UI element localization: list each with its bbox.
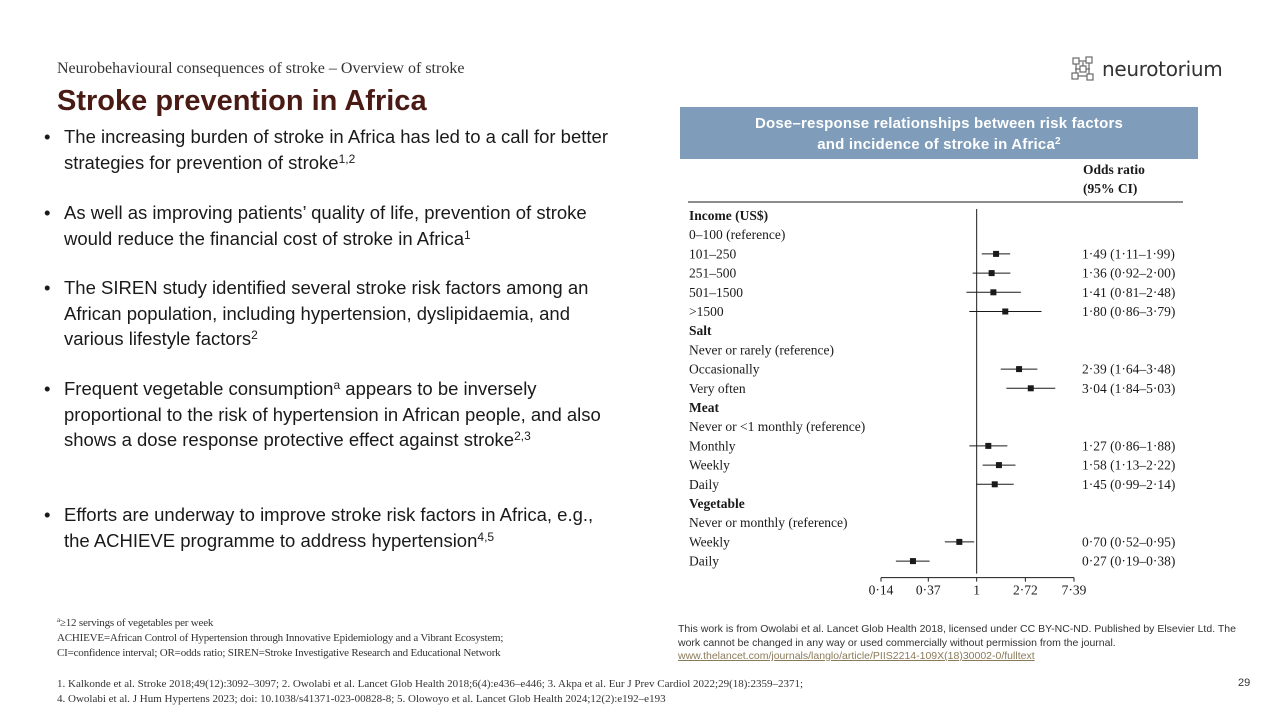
bullet-item: The increasing burden of stroke in Afric… xyxy=(44,124,624,175)
citation-sup: 1,2 xyxy=(338,151,356,166)
estimate-point xyxy=(993,250,1000,257)
x-tick-label: 1 xyxy=(973,583,980,598)
figure-header-text: and incidence of stroke in Africa xyxy=(817,136,1055,153)
estimate-point xyxy=(995,462,1002,469)
or-value-label: 3·04 (1·84–5·03) xyxy=(1082,381,1175,396)
x-tick-label: 0·37 xyxy=(916,583,941,598)
x-tick-label: 7·39 xyxy=(1062,583,1087,598)
row-label: 0–100 (reference) xyxy=(689,227,785,242)
figure-header: Dose–response relationships between risk… xyxy=(680,107,1198,159)
estimate-point xyxy=(909,558,916,565)
row-label: 101–250 xyxy=(689,246,737,261)
estimate-point xyxy=(1002,308,1009,315)
bullet-text: As well as improving patients’ quality o… xyxy=(64,202,587,249)
citation-sup: 2,3 xyxy=(514,429,531,443)
bullet-item: Efforts are underway to improve stroke r… xyxy=(44,502,624,553)
row-label: Daily xyxy=(689,477,719,492)
figure-header-line: and incidence of stroke in Africa2 xyxy=(680,134,1198,155)
brand-logo: neurotorium xyxy=(1070,54,1223,84)
bullet-item: The SIREN study identified several strok… xyxy=(44,275,624,352)
row-label: 501–1500 xyxy=(689,285,743,300)
footnote-mark: a xyxy=(57,616,60,624)
group-label: Meat xyxy=(689,400,719,415)
estimate-point xyxy=(1016,366,1023,373)
row-label: Occasionally xyxy=(689,362,760,377)
group-label: Salt xyxy=(689,323,712,338)
abbreviations-line: ACHIEVE=African Control of Hypertension … xyxy=(57,632,504,644)
row-label: Weekly xyxy=(689,534,730,549)
footnote-a: a≥12 servings of vegetables per week xyxy=(57,616,637,631)
or-value-label: 2·39 (1·64–3·48) xyxy=(1082,362,1175,377)
row-label: 251–500 xyxy=(689,266,737,281)
citation-sup: 4,5 xyxy=(477,529,495,544)
estimate-point xyxy=(985,442,992,449)
forest-plot: Odds ratio (95% CI) Income (US$) 0–100 (r… xyxy=(680,159,1200,624)
row-label: Weekly xyxy=(689,458,730,473)
or-value-label: 1·45 (0·99–2·14) xyxy=(1082,477,1175,492)
abbreviations-line: CI=confidence interval; OR=odds ratio; S… xyxy=(57,647,501,659)
row-label: Very often xyxy=(689,381,746,396)
logo-wordmark: neurotorium xyxy=(1102,57,1223,81)
bullet-text: Frequent vegetable consumption xyxy=(64,378,334,399)
group-label: Vegetable xyxy=(689,496,745,511)
or-value-label: 1·49 (1·11–1·99) xyxy=(1082,246,1175,261)
deck-subtitle: Neurobehavioural consequences of stroke … xyxy=(57,60,465,77)
row-label: >1500 xyxy=(689,304,724,319)
citation-sup: 2 xyxy=(1055,136,1061,147)
bullet-item: As well as improving patients’ quality o… xyxy=(44,200,624,251)
or-value-label: 1·27 (0·86–1·88) xyxy=(1082,438,1175,453)
source-link[interactable]: www.thelancet.com/journals/langlo/articl… xyxy=(678,650,1035,662)
estimate-point xyxy=(991,481,998,488)
footnote-sup: a xyxy=(333,378,341,392)
footnotes: a≥12 servings of vegetables per week ACH… xyxy=(57,616,637,661)
row-label: Monthly xyxy=(689,438,736,453)
bullet-text: appears to be inversely proportional to … xyxy=(64,378,601,450)
estimate-point xyxy=(988,270,995,277)
bullet-text: The increasing burden of stroke in Afric… xyxy=(64,126,608,173)
estimate-point xyxy=(956,538,963,545)
estimate-point xyxy=(1027,385,1034,392)
group-label: Income (US$) xyxy=(689,208,768,223)
x-tick-label: 2·72 xyxy=(1013,583,1038,598)
estimate-point xyxy=(990,289,997,296)
ci-header: (95% CI) xyxy=(1083,181,1137,196)
slide-title: Stroke prevention in Africa xyxy=(57,85,427,117)
row-label: Never or monthly (reference) xyxy=(689,515,848,530)
bullet-item: Frequent vegetable consumptiona appears … xyxy=(44,376,624,453)
bullet-text: Efforts are underway to improve stroke r… xyxy=(64,504,594,551)
x-tick-label: 0·14 xyxy=(869,583,894,598)
row-label: Never or rarely (reference) xyxy=(689,342,834,357)
attribution-text: This work is from Owolabi et al. Lancet … xyxy=(678,623,1236,649)
bullet-text: The SIREN study identified several strok… xyxy=(64,277,589,349)
row-label: Daily xyxy=(689,554,719,569)
or-value-label: 0·70 (0·52–0·95) xyxy=(1082,534,1175,549)
citation-sup: 1 xyxy=(464,227,471,242)
or-value-label: 1·58 (1·13–2·22) xyxy=(1082,458,1175,473)
row-label: Never or <1 monthly (reference) xyxy=(689,419,865,434)
brain-network-icon xyxy=(1071,56,1094,81)
figure-header-line: Dose–response relationships between risk… xyxy=(754,115,1124,132)
figure-attribution: This work is from Owolabi et al. Lancet … xyxy=(678,623,1238,664)
or-value-label: 1·36 (0·92–2·00) xyxy=(1082,266,1175,281)
page-number: 29 xyxy=(1238,677,1251,689)
references: 1. Kalkonde et al. Stroke 2018;49(12):30… xyxy=(57,677,957,707)
or-header: Odds ratio xyxy=(1083,162,1145,177)
reference-line: 1. Kalkonde et al. Stroke 2018;49(12):30… xyxy=(57,678,804,690)
citation-sup: 2 xyxy=(251,328,258,342)
or-value-label: 1·41 (0·81–2·48) xyxy=(1082,285,1175,300)
or-value-label: 1·80 (0·86–3·79) xyxy=(1082,304,1175,319)
forest-plot-svg: Odds ratio (95% CI) Income (US$) 0–100 (r… xyxy=(688,162,1183,598)
or-value-label: 0·27 (0·19–0·38) xyxy=(1082,554,1175,569)
footnote-text: ≥12 servings of vegetables per week xyxy=(59,617,214,629)
reference-line: 4. Owolabi et al. J Hum Hypertens 2023; … xyxy=(57,693,666,705)
